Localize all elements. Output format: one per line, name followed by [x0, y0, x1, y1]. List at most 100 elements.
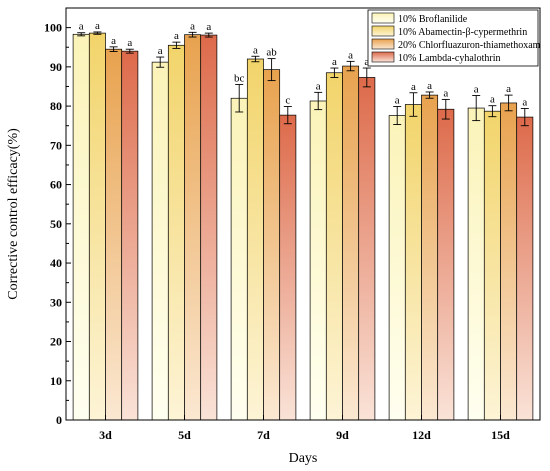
significance-label: a: [206, 21, 211, 33]
bar-7d-series-1: [230, 97, 248, 421]
bar-5d-series-2: [167, 44, 185, 421]
y-tick-label: 50: [50, 217, 62, 231]
error-bar-7d-series-4: [283, 106, 292, 125]
bar-5d-series-3: [184, 34, 202, 421]
error-bar-9d-series-4: [362, 67, 371, 88]
legend-swatch: [371, 12, 395, 24]
legend-label: 10% Broflanilide: [398, 14, 468, 25]
bar-9d-series-2: [325, 72, 343, 421]
bar-7d-series-2: [246, 58, 264, 421]
error-bar-12d-series-2: [409, 92, 418, 117]
plot-frame: [65, 7, 541, 421]
bar-15d-series-2: [483, 110, 501, 421]
significance-label: a: [522, 96, 527, 108]
x-tick-label: 15d: [491, 428, 510, 442]
error-bar-5d-series-2: [172, 41, 181, 49]
error-bar-7d-series-3: [267, 58, 276, 82]
significance-label: a: [127, 37, 132, 49]
bar-9d-series-3: [342, 65, 360, 421]
x-tick-label: 7d: [257, 428, 270, 442]
bar-15d-series-4: [516, 116, 534, 421]
significance-label: a: [253, 44, 258, 56]
legend-item-2: 10% Abamectin-β-cypermethrin: [371, 25, 527, 38]
significance-label: a: [332, 56, 337, 68]
bar-12d-series-4: [437, 108, 455, 421]
legend: 10% Broflanilide 10% Abamectin-β-cypermet…: [367, 9, 541, 67]
error-bar-3d-series-1: [77, 32, 86, 37]
x-axis-title: Days: [289, 451, 318, 466]
x-tick-label: 3d: [99, 428, 112, 442]
error-bar-15d-series-2: [488, 105, 497, 118]
error-bar-7d-series-1: [235, 84, 244, 113]
significance-label: a: [95, 20, 100, 32]
x-tick-label: 12d: [412, 428, 431, 442]
error-bar-5d-series-1: [156, 56, 165, 68]
x-axis: 3d 5d 7d 9d 12d 15d: [99, 415, 510, 442]
legend-item-3: 20% Chlorfluazuron-thiamethoxam: [371, 38, 541, 51]
y-tick-label: 70: [50, 138, 62, 152]
significance-label: a: [411, 81, 416, 93]
bar-9d-series-4: [358, 77, 376, 421]
y-tick-label: 40: [50, 256, 62, 270]
y-tick-label: 0: [56, 413, 62, 427]
significance-label: a: [316, 80, 321, 92]
bar-7d-series-3: [263, 69, 281, 421]
bar-7d-series-4: [279, 114, 297, 421]
x-tick-label: 9d: [336, 428, 349, 442]
error-bar-15d-series-3: [504, 94, 513, 112]
significance-label: a: [79, 21, 84, 33]
bar-12d-series-2: [404, 104, 422, 421]
bar-12d-series-3: [421, 94, 439, 421]
error-bar-15d-series-4: [520, 107, 529, 127]
error-bar-7d-series-2: [251, 55, 260, 63]
y-tick-label: 20: [50, 335, 62, 349]
bar-12d-series-1: [388, 115, 406, 421]
significance-label: a: [111, 35, 116, 47]
bar-9d-series-1: [309, 100, 327, 421]
significance-label: a: [364, 56, 369, 68]
error-bar-12d-series-3: [425, 91, 434, 99]
legend-swatch: [371, 51, 395, 63]
error-bar-12d-series-1: [393, 106, 402, 125]
significance-label: a: [427, 80, 432, 92]
bar-3d-series-2: [88, 32, 106, 421]
error-bars-layer: [77, 31, 529, 127]
significance-label: a: [474, 84, 479, 96]
significance-label: a: [190, 20, 195, 32]
y-tick-label: 80: [50, 99, 62, 113]
legend-label: 10% Lambda-cyhalothrin: [398, 53, 500, 64]
bar-5d-series-1: [151, 61, 169, 421]
significance-label: a: [490, 94, 495, 106]
error-bar-12d-series-4: [441, 98, 450, 120]
bar-3d-series-1: [72, 33, 90, 421]
error-bar-9d-series-3: [346, 60, 355, 72]
significance-label: bc: [234, 73, 245, 85]
significance-label: a: [506, 83, 511, 95]
y-tick-label: 10: [50, 374, 62, 388]
significance-label: a: [174, 30, 179, 42]
legend-item-1: 10% Broflanilide: [371, 12, 468, 25]
error-bar-15d-series-1: [472, 95, 481, 122]
bars-layer: [72, 32, 534, 421]
legend-item-4: 10% Lambda-cyhalothrin: [371, 51, 500, 64]
y-tick-label: 100: [44, 21, 62, 35]
y-axis: 0 10 20 30 40 50 60 70 80 90 100: [44, 21, 71, 427]
bar-15d-series-3: [500, 102, 518, 421]
error-bar-5d-series-3: [188, 31, 197, 38]
y-tick-label: 30: [50, 295, 62, 309]
error-bar-9d-series-2: [330, 67, 339, 78]
legend-box: [367, 9, 539, 67]
legend-label: 20% Chlorfluazuron-thiamethoxam: [398, 40, 541, 51]
y-axis-title: Corrective control efficacy(%): [6, 128, 21, 300]
significance-label: a: [348, 49, 353, 61]
significance-label: a: [158, 45, 163, 57]
y-tick-label: 90: [50, 60, 62, 74]
error-bar-3d-series-4: [125, 48, 134, 54]
y-tick-label: 60: [50, 178, 62, 192]
bar-15d-series-1: [467, 107, 485, 421]
error-bar-5d-series-4: [204, 32, 213, 38]
significance-label: c: [285, 94, 290, 106]
x-tick-label: 5d: [178, 428, 191, 442]
